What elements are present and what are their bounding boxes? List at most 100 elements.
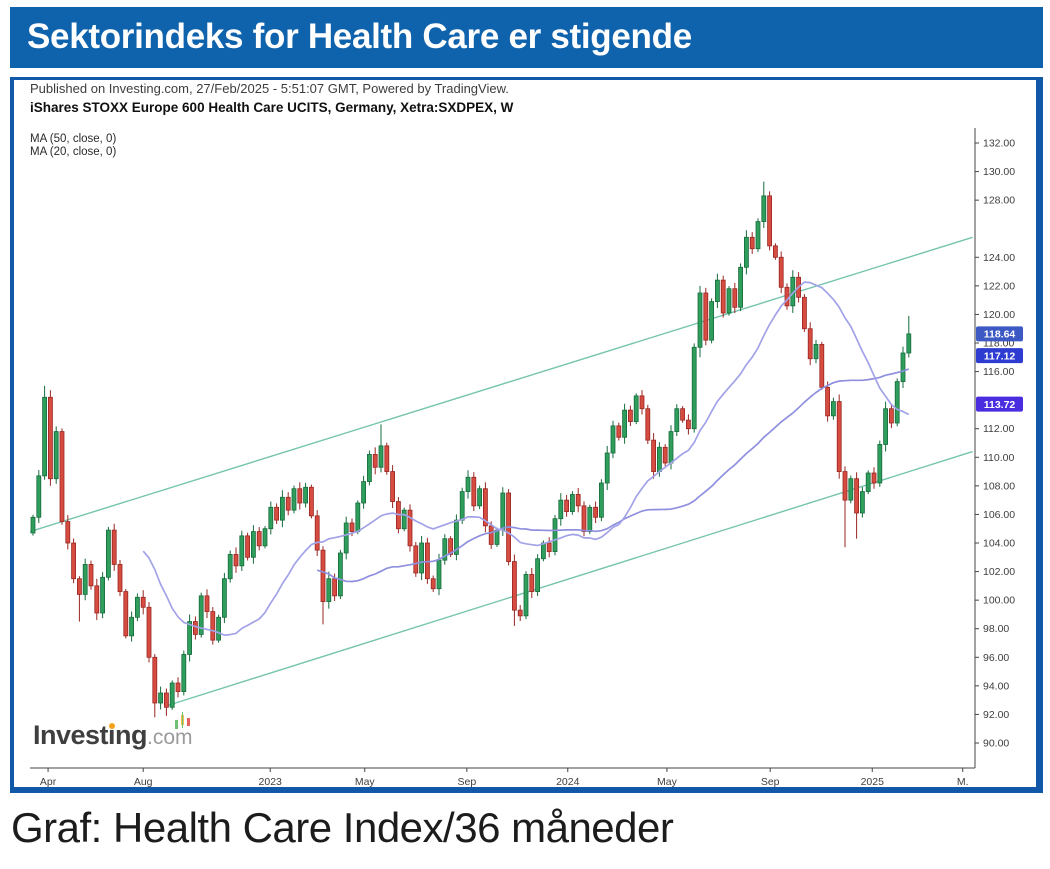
candle-body xyxy=(836,401,842,472)
candle xyxy=(599,479,604,522)
candle-body xyxy=(372,454,378,468)
candle xyxy=(163,688,169,716)
candle-body xyxy=(709,301,714,341)
candle xyxy=(181,650,187,696)
candle-body xyxy=(303,486,309,504)
candle xyxy=(82,558,88,601)
y-axis-label: 102.00 xyxy=(983,566,1015,578)
candle-body xyxy=(587,506,593,532)
candle xyxy=(140,590,146,615)
instrument-title: iShares STOXX Europe 600 Health Care UCI… xyxy=(30,100,514,115)
candle xyxy=(233,547,239,573)
candle xyxy=(558,493,564,526)
price-badge-bg xyxy=(976,348,1023,364)
candle xyxy=(274,503,280,524)
candle-body xyxy=(82,564,88,595)
candle-body xyxy=(894,381,900,424)
candle-body xyxy=(825,386,830,417)
price-badge-value: 118.64 xyxy=(984,329,1016,341)
candle xyxy=(761,181,767,228)
candle xyxy=(680,406,685,423)
candle-body xyxy=(256,531,262,547)
x-axis-label: May xyxy=(657,776,678,788)
candle-body xyxy=(320,549,326,602)
candle-body xyxy=(691,346,697,430)
candle-body xyxy=(349,522,355,532)
candle-body xyxy=(715,279,720,302)
candle xyxy=(877,440,883,487)
candle xyxy=(471,472,477,511)
candle xyxy=(158,686,164,710)
candle-body xyxy=(158,692,164,704)
candle-body xyxy=(459,491,465,521)
candle-body xyxy=(865,472,871,492)
candle-body xyxy=(332,578,338,597)
candle-body xyxy=(749,236,755,250)
candle-body xyxy=(262,528,268,547)
candle-body xyxy=(71,542,76,580)
candle xyxy=(169,680,175,710)
candle-body xyxy=(883,408,888,445)
candle-body xyxy=(639,395,645,410)
candle-body xyxy=(564,499,569,512)
candle xyxy=(633,393,639,425)
candle xyxy=(308,484,314,519)
candle xyxy=(691,343,697,433)
price-badge-value: 117.12 xyxy=(984,350,1016,362)
candle xyxy=(604,445,610,491)
candle xyxy=(773,243,778,260)
candle-body xyxy=(906,333,912,354)
y-axis-label: 98.00 xyxy=(983,623,1009,635)
candle xyxy=(192,616,198,640)
candle xyxy=(407,504,413,552)
y-axis-label: 122.00 xyxy=(983,280,1015,292)
candle xyxy=(453,514,459,561)
candle-body xyxy=(570,494,575,512)
x-axis-label: Sep xyxy=(457,776,476,788)
candle xyxy=(860,487,865,518)
candle xyxy=(686,414,691,435)
candle xyxy=(227,550,233,583)
candle-body xyxy=(529,574,535,592)
candle-body xyxy=(552,518,558,552)
candle xyxy=(575,488,581,513)
candle-body xyxy=(831,401,836,417)
candle-body xyxy=(384,445,390,472)
candle-body xyxy=(430,578,436,590)
candle xyxy=(662,444,668,467)
candle-body xyxy=(436,559,442,590)
candle xyxy=(152,654,158,718)
candle xyxy=(645,404,651,444)
candle-body xyxy=(279,496,285,521)
candle-body xyxy=(30,516,36,534)
candle-body xyxy=(227,554,233,580)
candle xyxy=(819,341,825,390)
candle-body xyxy=(390,471,396,502)
candle xyxy=(488,521,494,549)
y-axis-label: 94.00 xyxy=(983,680,1009,692)
candle xyxy=(587,504,593,535)
candle xyxy=(900,346,906,388)
candle-body xyxy=(181,654,187,692)
candle-body xyxy=(604,452,610,484)
candle xyxy=(894,378,900,427)
y-axis-label: 104.00 xyxy=(983,538,1015,550)
candle xyxy=(906,315,912,358)
candle xyxy=(53,426,59,484)
y-axis-label: 110.00 xyxy=(983,452,1014,464)
candle-body xyxy=(326,578,332,602)
candle xyxy=(221,572,227,624)
candle-body xyxy=(117,564,123,592)
candle xyxy=(807,322,813,366)
price-chart: 132.00 130.00 128.00 124.00 122.00 120.00 118.… xyxy=(29,128,1042,790)
candle-body xyxy=(239,535,245,567)
x-axis-label: 2025 xyxy=(861,776,885,788)
candle-body xyxy=(645,408,651,441)
candle-body xyxy=(163,692,169,708)
candles-group xyxy=(30,181,912,718)
candle xyxy=(778,251,784,294)
candle xyxy=(303,482,309,508)
candle xyxy=(813,339,819,364)
candle-body xyxy=(686,419,691,430)
candle-body xyxy=(778,256,784,288)
